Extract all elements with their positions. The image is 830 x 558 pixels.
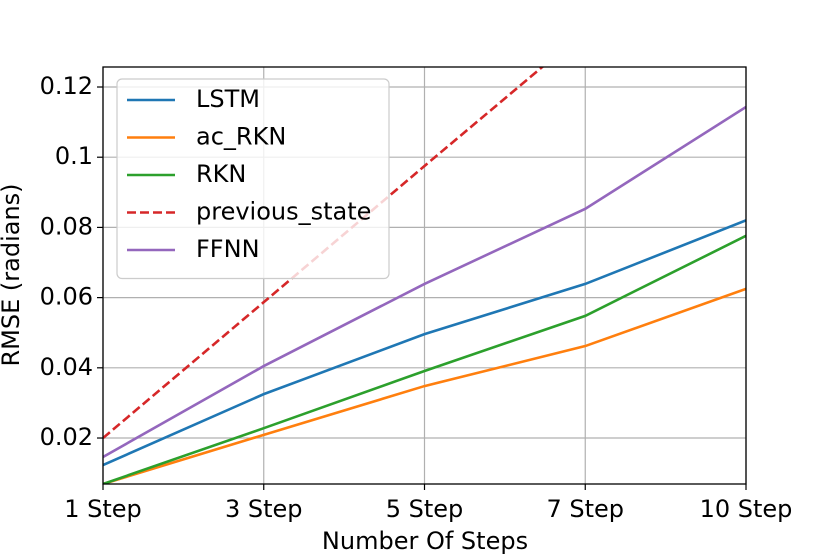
- legend-box: [116, 78, 390, 280]
- x-tick-label: 10 Step: [700, 495, 793, 523]
- x-tick-label: 7 Step: [546, 495, 624, 523]
- series-line: [103, 234, 746, 484]
- legend-label: RKN: [196, 160, 246, 188]
- x-tick-label: 1 Step: [64, 495, 142, 523]
- x-axis-label: Number Of Steps: [322, 527, 528, 554]
- y-tick-label: 0.08: [40, 212, 93, 240]
- x-tick-label: 5 Step: [386, 495, 464, 523]
- series-line: [103, 105, 746, 459]
- y-tick-label: 0.02: [40, 423, 93, 451]
- y-tick-label: 0.04: [40, 353, 93, 381]
- y-tick-label: 0.12: [40, 72, 93, 100]
- x-tick-label: 3 Step: [225, 495, 303, 523]
- series-line: [103, 67, 545, 440]
- series-line: [103, 287, 746, 484]
- legend-label: LSTM: [196, 85, 260, 113]
- y-tick-label: 0.06: [40, 283, 93, 311]
- legend-label: previous_state: [196, 198, 371, 226]
- series-line: [103, 219, 746, 467]
- y-tick-label: 0.1: [55, 142, 93, 170]
- legend-label: FFNN: [196, 235, 260, 263]
- legend-label: ac_RKN: [196, 123, 286, 151]
- y-axis-label: RMSE (radians): [0, 183, 25, 366]
